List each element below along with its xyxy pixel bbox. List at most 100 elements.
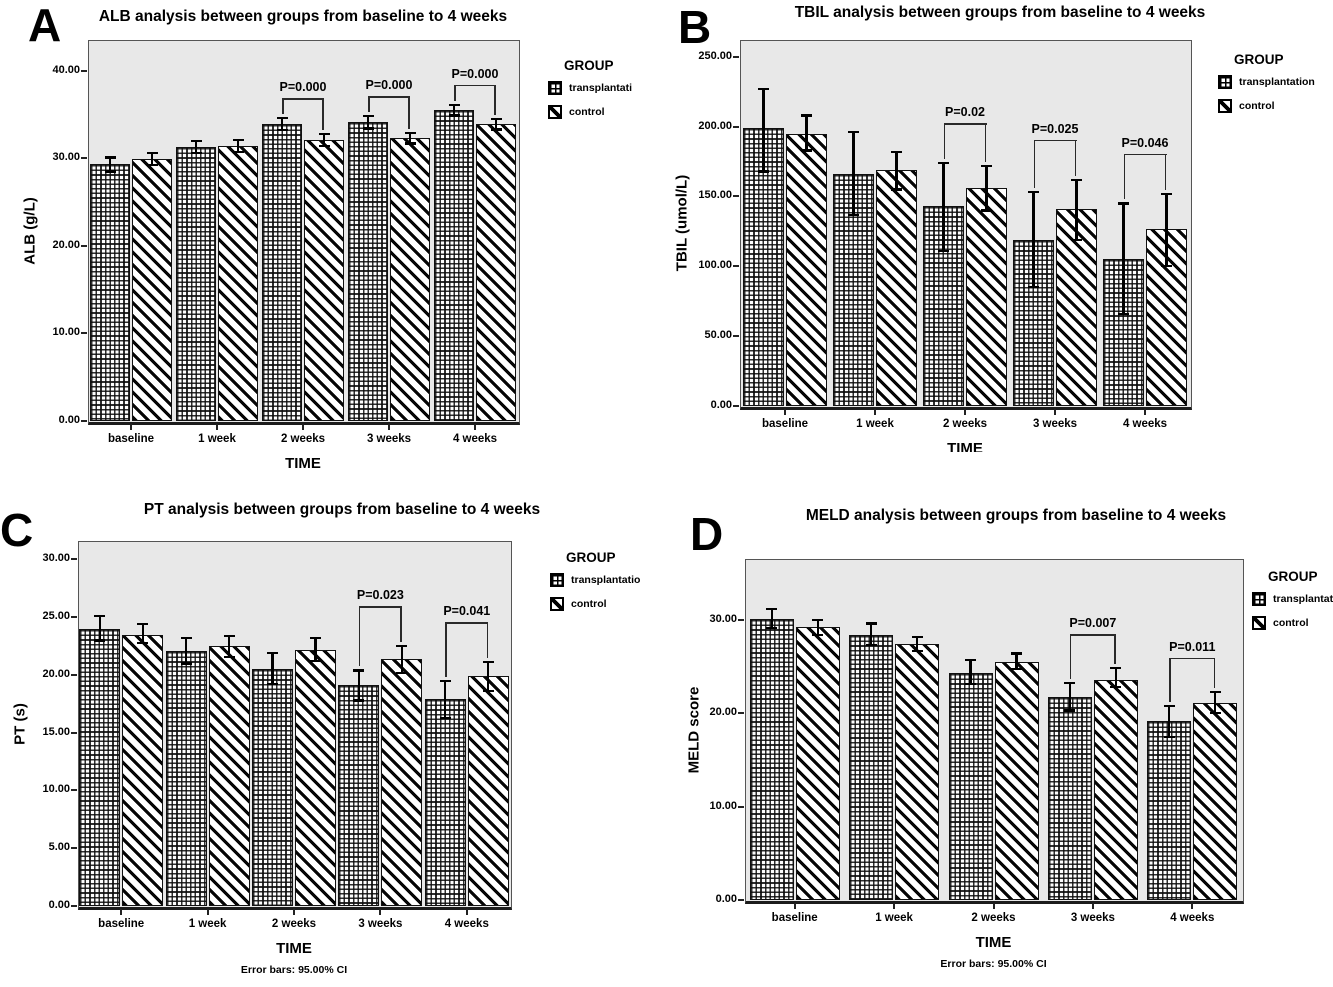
- x-tick-label: 3 weeks: [1032, 418, 1078, 430]
- y-tick-label: 15.00: [42, 725, 70, 738]
- bar-transplantation-2: [252, 669, 293, 906]
- error-bar-cap-top: [482, 661, 494, 664]
- y-tick-mark: [71, 558, 77, 561]
- bar-transplantation-2: [923, 206, 964, 406]
- error-bar-control-1: [916, 636, 919, 651]
- y-tick-mark: [71, 731, 77, 734]
- y-tick-mark: [81, 420, 87, 422]
- y-tick-label: 0.00: [710, 399, 732, 411]
- panel-c: C PT analysis between groups from baselin…: [0, 493, 666, 987]
- control-pattern-swatch-icon: [550, 597, 564, 611]
- x-tick-label: 4 weeks: [452, 433, 498, 445]
- error-bar-cap-top: [938, 161, 949, 165]
- error-bar-cap-top: [812, 618, 824, 621]
- p-bracket-left-leg: [445, 622, 447, 677]
- control-pattern-swatch-icon: [1218, 99, 1232, 113]
- y-tick-mark: [733, 55, 739, 58]
- error-bar-cap-bottom: [848, 213, 859, 216]
- bar-control-3: [390, 138, 430, 421]
- x-tick-label: 4 weeks: [1122, 418, 1168, 430]
- p-value-annotation: P=0.000: [365, 78, 413, 93]
- x-tick-label: 2 weeks: [280, 433, 326, 445]
- error-bar-cap-bottom: [146, 164, 158, 167]
- error-bar-cap-bottom: [448, 114, 460, 117]
- p-value-annotation: P=0.02: [945, 104, 985, 119]
- error-bars-note: Error bars: 95.00% CI: [940, 958, 1047, 970]
- panel-title: TBIL analysis between groups from baseli…: [794, 4, 1206, 21]
- error-bar-cap-top: [404, 131, 416, 135]
- error-bar-transplantation-3: [357, 670, 360, 701]
- bar-control-0: [122, 634, 164, 906]
- error-bar-transplantation-3: [1032, 192, 1035, 288]
- bar-control-2: [994, 661, 1039, 900]
- error-bar-cap-bottom: [490, 128, 502, 131]
- x-tick-label: baseline: [107, 433, 155, 445]
- y-tick-mark: [71, 847, 77, 850]
- bar-transplantation-0: [79, 628, 121, 906]
- x-axis-label: TIME: [285, 455, 321, 469]
- p-bracket-left-leg: [1169, 657, 1171, 702]
- error-bar-cap-bottom: [439, 716, 451, 719]
- x-tick-label: 1 week: [198, 433, 236, 445]
- p-value-annotation: P=0.041: [443, 604, 491, 619]
- x-tick-mark: [784, 409, 786, 415]
- error-bar-cap-top: [848, 131, 859, 134]
- panel-letter: C: [0, 504, 34, 556]
- x-tick-label: 2 weeks: [971, 912, 1016, 924]
- error-bar-control-3: [408, 132, 412, 144]
- error-bar-cap-top: [758, 87, 769, 91]
- x-tick-mark: [216, 424, 218, 430]
- error-bar-cap-top: [362, 115, 374, 118]
- error-bar-cap-top: [232, 138, 244, 142]
- error-bar-transplantation-2: [271, 653, 274, 685]
- error-bar-cap-bottom: [1110, 685, 1122, 689]
- panel-d: D MELD analysis between groups from basel…: [666, 493, 1333, 987]
- x-tick-label: 4 weeks: [444, 918, 489, 930]
- x-tick-label: 1 week: [188, 918, 227, 930]
- error-bar-cap-bottom: [1071, 238, 1082, 241]
- error-bar-control-4: [494, 118, 498, 130]
- bar-control-0: [795, 627, 840, 900]
- error-bar-cap-bottom: [94, 639, 106, 642]
- error-bar-cap-bottom: [190, 151, 202, 155]
- error-bar-transplantation-0: [98, 616, 101, 641]
- bar-control-4: [467, 676, 509, 906]
- panel-title: PT analysis between groups from baseline…: [143, 501, 541, 518]
- error-bar-cap-top: [865, 622, 877, 625]
- x-tick-label: baseline: [761, 418, 809, 430]
- panel-title: ALB analysis between groups from baselin…: [98, 8, 508, 25]
- error-bar-cap-bottom: [362, 127, 374, 130]
- y-tick-label: 40.00: [52, 63, 80, 76]
- p-bracket-right-leg: [1213, 657, 1216, 688]
- p-bracket-top: [282, 97, 324, 100]
- bar-transplantation-0: [749, 618, 794, 900]
- y-tick-mark: [733, 195, 739, 198]
- bar-transplantation-4: [424, 699, 466, 906]
- transplantation-pattern-swatch-icon: [1218, 75, 1232, 89]
- x-tick-label: 1 week: [856, 418, 894, 430]
- y-tick-label: 30.00: [52, 151, 80, 164]
- p-value-annotation: P=0.000: [451, 66, 499, 81]
- p-bracket-right-leg: [1074, 139, 1077, 176]
- bar-transplantation-4: [434, 110, 474, 421]
- error-bar-transplantation-3: [366, 116, 370, 129]
- panel-a: A ALB analysis between groups from baseli…: [0, 0, 666, 493]
- x-tick-label: baseline: [771, 912, 818, 924]
- error-bar-cap-bottom: [137, 641, 149, 644]
- error-bar-transplantation-1: [185, 638, 188, 664]
- x-axis-label: TIME: [947, 440, 983, 452]
- error-bar-transplantation-1: [870, 623, 873, 645]
- bar-control-4: [1193, 702, 1238, 900]
- bar-control-4: [1146, 228, 1187, 406]
- error-bar-cap-bottom: [482, 690, 494, 693]
- error-bar-control-4: [1214, 691, 1217, 714]
- error-bar-transplantation-4: [452, 104, 456, 116]
- p-value-annotation: P=0.023: [356, 588, 404, 603]
- p-bracket-right-leg: [322, 97, 324, 130]
- p-bracket-left-leg: [1069, 634, 1072, 680]
- legend-item-transplantation: transplantati: [548, 81, 632, 95]
- x-tick-label: 2 weeks: [271, 918, 317, 930]
- p-value-annotation: P=0.000: [279, 79, 327, 94]
- error-bar-control-2: [322, 133, 326, 146]
